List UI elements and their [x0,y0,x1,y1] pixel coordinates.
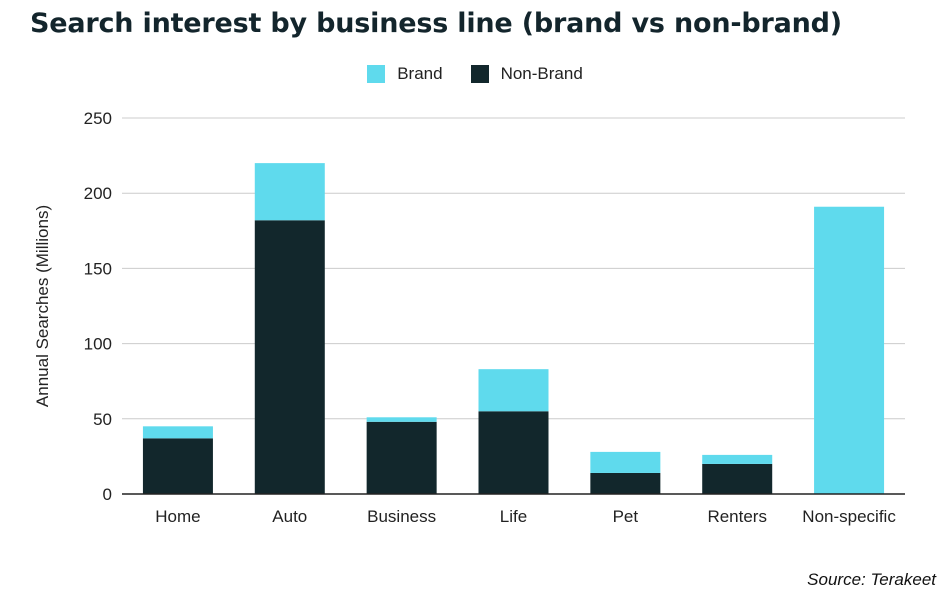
bar-brand-business [366,417,437,422]
y-tick-label: 100 [84,335,112,354]
y-axis-label: Annual Searches (Millions) [33,205,52,407]
bar-brand-renters [702,454,773,464]
bar-non-brand-business [366,421,437,494]
y-tick-label: 50 [93,410,112,429]
legend-label-non-brand: Non-Brand [500,64,583,83]
y-tick-label: 200 [84,184,112,203]
legend-label-brand: Brand [397,64,443,83]
bar-non-brand-home [142,438,213,494]
y-tick-label: 0 [103,485,112,504]
y-tick-label: 250 [84,109,112,128]
x-tick-label: Renters [707,507,767,526]
legend-swatch-brand [367,65,386,83]
y-tick-label: 150 [84,259,112,278]
bar-non-brand-pet [590,472,661,494]
bar-brand-life [478,369,549,412]
source-note: Source: Terakeet [807,570,936,589]
x-tick-label: Pet [613,507,639,526]
legend-item-brand: Brand [367,64,443,84]
x-tick-label: Life [500,507,527,526]
legend-item-non-brand: Non-Brand [470,64,583,84]
legend: Brand Non-Brand [0,64,950,84]
bar-brand-pet [590,451,661,473]
bar-non-brand-life [478,411,549,494]
bar-brand-non-specific [814,206,885,494]
x-tick-label: Auto [272,507,307,526]
bar-brand-auto [254,163,325,221]
x-tick-label: Business [367,507,436,526]
legend-swatch-non-brand [470,65,489,83]
bar-non-brand-auto [254,220,325,494]
x-tick-label: Home [155,507,200,526]
chart-title: Search interest by business line (brand … [30,8,842,39]
bar-non-brand-renters [702,463,773,494]
x-tick-label: Non-specific [802,507,896,526]
bar-brand-home [142,426,213,439]
